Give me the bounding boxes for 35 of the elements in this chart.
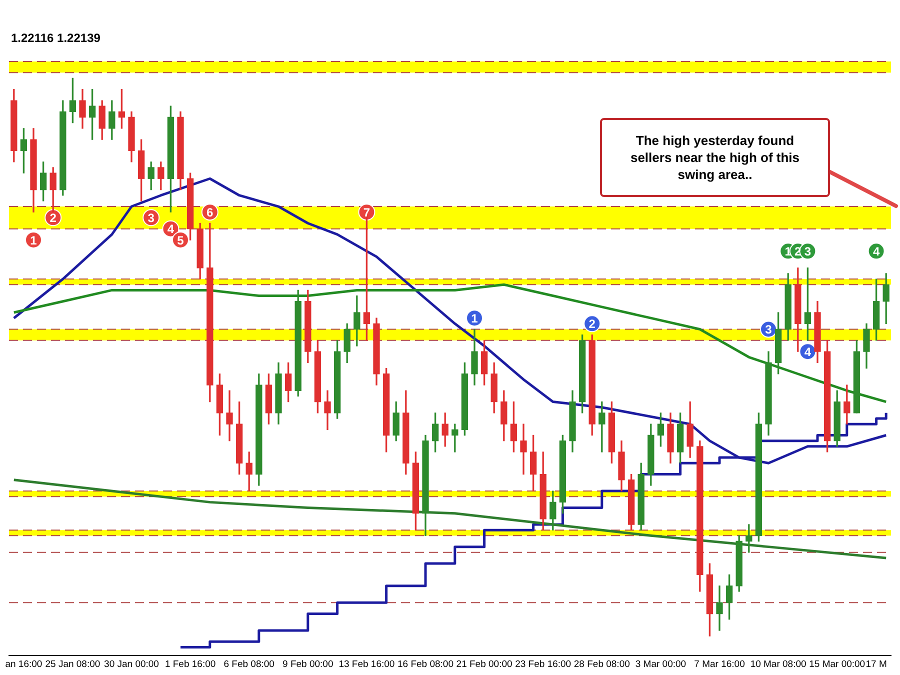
candlestick	[716, 586, 723, 631]
x-tick-label: 13 Feb 16:00	[338, 658, 395, 670]
annotation: 2	[588, 316, 596, 331]
annotation: 1	[30, 233, 38, 248]
x-tick-label: 17 M	[866, 658, 887, 670]
x-tick-label: 6 Feb 08:00	[224, 658, 274, 670]
x-tick-label: 10 Mar 08:00	[750, 658, 806, 670]
annotation: 7	[363, 205, 370, 220]
annotation: The high yesterday found sellers near the high of this swing area..	[629, 132, 801, 183]
annotation: 2	[50, 210, 57, 225]
text: 1.22116 1.22139	[11, 31, 101, 45]
annotation: 4	[804, 344, 812, 359]
x-tick-label: 21 Feb 00:00	[456, 658, 512, 670]
x-tick-label: an 16:00	[5, 658, 42, 670]
annotation: 3	[804, 244, 812, 258]
annotation: 6	[206, 205, 214, 220]
annotation: 3	[148, 210, 155, 225]
x-tick-label: 16 Feb 08:00	[398, 658, 454, 670]
callout-box: The high yesterday found sellers near the high of this swing area..	[600, 118, 830, 197]
x-tick-label: 25 Jan 08:00	[45, 658, 100, 670]
annotation: 4	[872, 244, 880, 258]
x-tick-label: 7 Mar 16:00	[694, 658, 745, 670]
x-tick-label: 30 Jan 00:00	[104, 658, 159, 670]
annotation: 4	[167, 222, 174, 236]
candlestick	[226, 390, 233, 442]
x-tick-label: 9 Feb 00:00	[282, 658, 334, 670]
x-tick-label: 15 Mar 00:00	[809, 658, 866, 670]
x-tick-label: 28 Feb 08:00	[574, 658, 630, 670]
x-tick-label: 1 Feb 16:00	[164, 658, 216, 670]
candlestick	[520, 424, 527, 475]
annotation: 3	[765, 322, 772, 337]
annotation: 5	[177, 233, 184, 248]
annotation: 1	[471, 311, 478, 326]
x-tick-label: 23 Feb 16:00	[515, 658, 572, 670]
x-tick-label: 3 Mar 00:00	[635, 658, 686, 670]
